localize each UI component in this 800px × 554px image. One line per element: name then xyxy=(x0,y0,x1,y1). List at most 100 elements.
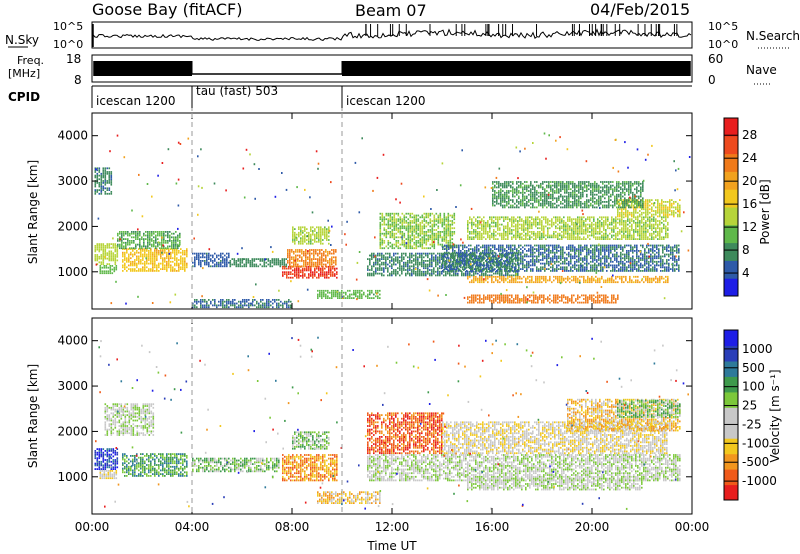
heatmap-cell xyxy=(618,262,620,265)
heatmap-cell xyxy=(437,238,440,240)
heatmap-cell xyxy=(177,240,179,242)
heatmap-cell xyxy=(503,260,505,262)
heatmap-cell xyxy=(385,236,388,239)
heatmap-cell xyxy=(449,227,452,230)
heatmap-cell xyxy=(560,257,562,260)
heatmap-cell xyxy=(409,243,412,246)
heatmap-cell xyxy=(550,251,552,254)
heatmap-cell xyxy=(587,216,589,219)
heatmap-cell xyxy=(204,260,206,262)
heatmap-cell xyxy=(507,232,509,235)
heatmap-cell xyxy=(603,238,605,240)
heatmap-cell xyxy=(391,243,394,246)
heatmap-cell xyxy=(540,253,542,256)
cpid-panel: CPID icescan 1200 tau (fast) 503 icescan… xyxy=(8,84,692,108)
heatmap-cell xyxy=(674,264,676,267)
heatmap-cell xyxy=(139,231,141,233)
heatmap-cell xyxy=(474,268,476,270)
heatmap-cell xyxy=(114,255,117,258)
heatmap-cell xyxy=(321,265,323,268)
heatmap-cell xyxy=(328,235,330,238)
heatmap-cell xyxy=(545,225,547,228)
heatmap-cell xyxy=(381,258,383,260)
heatmap-cell xyxy=(551,223,553,226)
heatmap-cell xyxy=(455,274,457,277)
heatmap-cell xyxy=(556,250,558,252)
heatmap-cell xyxy=(503,265,505,268)
heatmap-cell xyxy=(569,234,571,237)
heatmap-cell xyxy=(598,262,600,265)
heatmap-cell xyxy=(359,289,361,292)
heatmap-cell xyxy=(174,255,176,258)
heatmap-cell xyxy=(170,270,172,272)
heatmap-cell xyxy=(383,220,386,222)
heatmap-cell xyxy=(545,216,547,219)
heatmap-cell xyxy=(520,268,522,270)
heatmap-cell xyxy=(287,249,289,251)
heatmap-cell xyxy=(357,297,359,299)
heatmap-cell xyxy=(146,250,148,252)
heatmap-cell xyxy=(529,225,531,228)
heatmap-cell xyxy=(534,244,536,247)
heatmap-cell xyxy=(421,220,424,222)
heatmap-cell xyxy=(606,244,608,247)
heatmap-cell xyxy=(486,262,488,265)
heatmap-cell xyxy=(300,228,302,230)
heatmap-cell xyxy=(319,252,321,255)
heatmap-cell xyxy=(176,253,178,256)
heatmap-cell xyxy=(590,268,592,270)
heatmap-cell xyxy=(294,235,296,238)
heatmap-cell xyxy=(577,221,579,224)
heatmap-cell xyxy=(471,265,473,268)
heatmap-cell xyxy=(648,248,650,250)
heatmap-cell xyxy=(331,260,333,262)
heatmap-cell xyxy=(104,245,107,247)
heatmap-cell xyxy=(644,264,646,267)
heatmap-cell xyxy=(504,255,506,258)
heatmap-cell xyxy=(512,259,514,261)
heatmap-cell xyxy=(678,244,680,247)
heatmap-cell xyxy=(411,270,413,273)
heatmap-cell xyxy=(135,247,137,250)
heatmap-cell xyxy=(248,302,250,305)
heatmap-cell xyxy=(322,271,324,274)
heatmap-cell xyxy=(520,259,522,261)
heatmap-cell xyxy=(583,216,585,219)
heatmap-cell xyxy=(109,270,112,273)
heatmap-cell xyxy=(472,248,474,250)
heatmap-cell xyxy=(511,220,513,222)
heatmap-cell xyxy=(155,240,157,242)
heatmap-cell xyxy=(489,223,491,226)
heatmap-cell xyxy=(471,258,473,260)
heatmap-cell xyxy=(389,261,391,264)
heatmap-cell xyxy=(570,266,572,269)
heatmap-cell xyxy=(184,270,186,272)
heatmap-cell xyxy=(524,266,526,269)
heatmap-cell xyxy=(437,218,440,221)
heatmap-cell xyxy=(401,270,403,273)
heatmap-cell xyxy=(309,260,311,262)
heatmap-cell xyxy=(458,250,460,252)
heatmap-cell xyxy=(220,260,222,262)
heatmap-cell xyxy=(615,232,617,235)
heatmap-cell xyxy=(407,212,410,215)
heatmap-cell xyxy=(554,255,556,258)
heatmap-cell xyxy=(208,299,210,301)
heatmap-cell xyxy=(573,229,575,231)
heatmap-cell xyxy=(469,272,471,275)
heatmap-cell xyxy=(451,270,453,273)
heatmap-cell xyxy=(557,216,559,219)
heatmap-cell xyxy=(447,214,450,217)
heatmap-cell xyxy=(517,236,519,239)
heatmap-cell xyxy=(599,216,601,219)
heatmap-cell xyxy=(224,300,226,303)
heatmap-cell xyxy=(600,246,602,249)
heatmap-cell xyxy=(580,266,582,269)
heatmap-cell xyxy=(486,246,488,249)
heatmap-cell xyxy=(462,259,464,261)
heatmap-cell xyxy=(389,216,392,219)
heatmap-cell xyxy=(526,270,528,272)
heatmap-cell xyxy=(214,300,216,303)
heatmap-cell xyxy=(431,234,434,237)
heatmap-cell xyxy=(486,259,488,261)
